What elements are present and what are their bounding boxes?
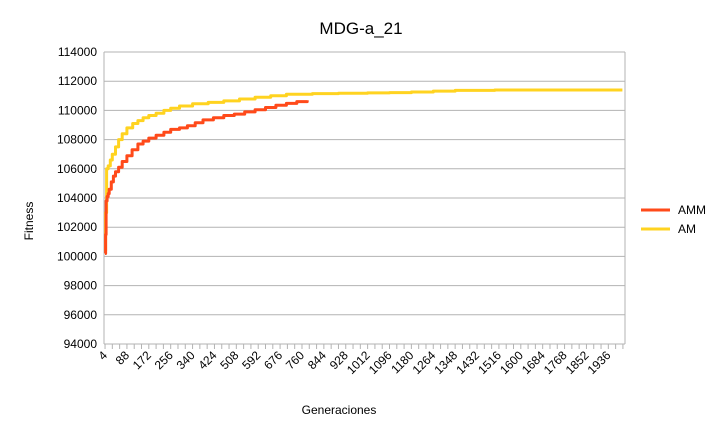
x-tick-label: 172 bbox=[130, 348, 154, 372]
x-tick-label: 1348 bbox=[431, 348, 460, 377]
x-tick-label: 1012 bbox=[344, 348, 373, 377]
y-tick-label: 108000 bbox=[57, 133, 97, 147]
y-tick-label: 104000 bbox=[57, 191, 97, 205]
x-tick-label: 676 bbox=[261, 348, 285, 372]
legend: AMM AM bbox=[641, 203, 706, 236]
series-lines bbox=[104, 88, 623, 255]
x-tick-label: 4 bbox=[96, 348, 111, 363]
y-tick-label: 114000 bbox=[58, 45, 97, 59]
x-tick-label: 340 bbox=[174, 348, 198, 372]
series-line-amm bbox=[104, 100, 309, 255]
y-tick-label: 94000 bbox=[64, 337, 98, 351]
x-tick-label: 508 bbox=[217, 348, 241, 372]
x-axis-label: Generaciones bbox=[302, 403, 377, 417]
x-tick-labels: 4 881722563404245085926767608449281012109… bbox=[96, 348, 614, 377]
x-tick-label: 1852 bbox=[563, 348, 592, 377]
legend-label-am: AM bbox=[678, 222, 696, 236]
y-axis-label: Fitness bbox=[22, 202, 36, 241]
y-tick-label: 110000 bbox=[58, 103, 97, 117]
x-tick-label: 1768 bbox=[541, 348, 570, 377]
y-tick-label: 96000 bbox=[64, 308, 98, 322]
x-tick-label: 1096 bbox=[366, 348, 395, 377]
x-tick-label: 424 bbox=[196, 348, 220, 372]
x-tick-label: 1264 bbox=[410, 348, 439, 377]
gridlines bbox=[104, 51, 625, 345]
x-tick-label: 1180 bbox=[388, 348, 416, 376]
legend-label-amm: AMM bbox=[678, 203, 706, 217]
x-tick-label: 1516 bbox=[475, 348, 504, 377]
y-tick-label: 106000 bbox=[57, 162, 97, 176]
x-tick-label: 1432 bbox=[453, 348, 482, 377]
series-line-am bbox=[104, 88, 623, 253]
x-tick-label: 592 bbox=[239, 348, 263, 372]
y-tick-labels: 94000 96000 98000 100000 102000 104000 106000 1… bbox=[57, 45, 97, 351]
y-tick-label: 100000 bbox=[57, 249, 97, 263]
y-tick-label: 102000 bbox=[57, 220, 97, 234]
x-tick-label: 1600 bbox=[497, 348, 526, 377]
y-tick-label: 112000 bbox=[58, 74, 97, 88]
chart-title: MDG-a_21 bbox=[319, 19, 402, 38]
x-tick-label: 1684 bbox=[519, 348, 548, 377]
x-tick-label: 256 bbox=[152, 348, 176, 372]
y-tick-label: 98000 bbox=[64, 279, 98, 293]
x-tick-label: 88 bbox=[113, 348, 133, 368]
axes bbox=[103, 52, 626, 349]
x-tick-label: 844 bbox=[305, 348, 329, 372]
x-tick-label: 760 bbox=[283, 348, 307, 372]
x-tick-label: 1936 bbox=[585, 348, 614, 377]
